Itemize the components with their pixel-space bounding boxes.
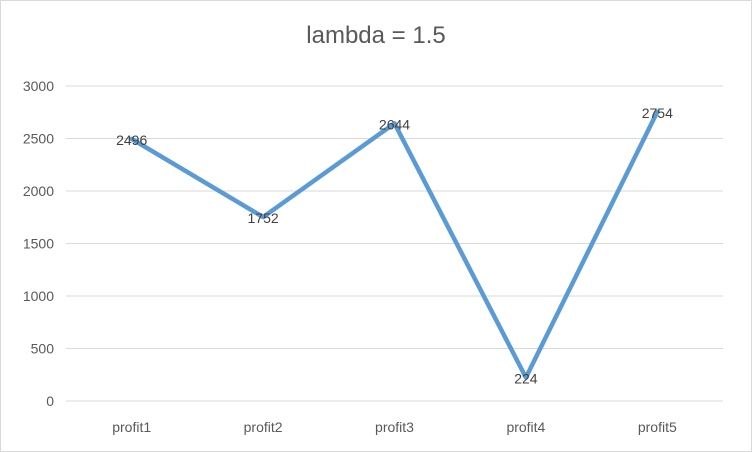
data-label: 2754 <box>642 105 673 121</box>
x-tick-label: profit4 <box>506 419 545 435</box>
y-tick-label: 2500 <box>23 131 54 147</box>
x-tick-label: profit1 <box>112 419 151 435</box>
x-tick-label: profit2 <box>244 419 283 435</box>
x-tick-label: profit3 <box>375 419 414 435</box>
y-tick-label: 500 <box>31 341 55 357</box>
y-tick-label: 1500 <box>23 236 54 252</box>
y-tick-label: 3000 <box>23 78 54 94</box>
chart-title: lambda = 1.5 <box>306 22 446 49</box>
data-labels: 2496 1752 2644 224 2754 <box>116 105 673 387</box>
y-axis-ticks: 0 500 1000 1500 2000 2500 3000 <box>23 78 54 409</box>
x-axis-ticks: profit1 profit2 profit3 profit4 profit5 <box>112 419 677 435</box>
y-tick-label: 0 <box>46 393 54 409</box>
y-tick-label: 1000 <box>23 288 54 304</box>
data-label: 2644 <box>379 116 410 132</box>
data-label: 2496 <box>116 132 147 148</box>
y-tick-label: 2000 <box>23 183 54 199</box>
series-line <box>129 109 660 380</box>
series-layer <box>129 109 660 380</box>
gridlines <box>66 85 723 402</box>
data-label: 224 <box>514 370 538 386</box>
data-label: 1752 <box>248 210 279 226</box>
x-tick-label: profit5 <box>638 419 677 435</box>
